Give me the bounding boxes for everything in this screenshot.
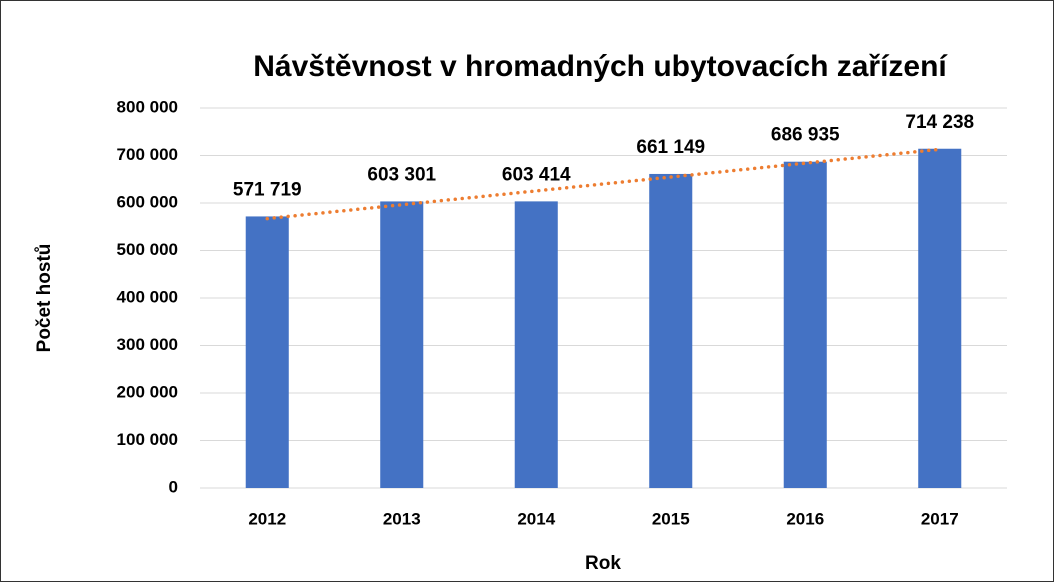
bar [783, 161, 827, 488]
bar [649, 173, 693, 488]
x-tick-label: 2017 [921, 509, 959, 528]
y-tick-label: 500 000 [117, 240, 178, 259]
y-tick-label: 0 [169, 477, 178, 496]
x-tick-label: 2013 [383, 509, 421, 528]
x-axis-label: Rok [585, 553, 621, 574]
chart-title: Návštěvnost v hromadných ubytovacích zař… [253, 50, 948, 83]
y-tick-label: 800 000 [117, 97, 178, 116]
data-label: 603 301 [367, 164, 436, 185]
bar [918, 148, 962, 489]
y-tick-label: 400 000 [117, 287, 178, 306]
y-tick-label: 200 000 [117, 382, 178, 401]
data-label: 686 935 [771, 125, 840, 146]
data-label: 571 719 [233, 179, 302, 200]
bar [380, 201, 424, 489]
bar [245, 216, 289, 488]
x-tick-label: 2016 [786, 509, 824, 528]
x-tick-label: 2015 [652, 509, 690, 528]
y-tick-label: 100 000 [117, 430, 178, 449]
bar [514, 201, 558, 488]
data-label: 714 238 [905, 112, 974, 133]
y-tick-label: 300 000 [117, 335, 178, 354]
trendline [265, 147, 942, 221]
x-tick-label: 2014 [517, 509, 555, 528]
y-tick-label: 600 000 [117, 192, 178, 211]
x-tick-label: 2012 [248, 509, 286, 528]
y-axis-label: Počet hostů [34, 244, 55, 353]
y-tick-label: 700 000 [117, 145, 178, 164]
data-label: 603 414 [502, 164, 571, 185]
data-label: 661 149 [636, 137, 705, 158]
